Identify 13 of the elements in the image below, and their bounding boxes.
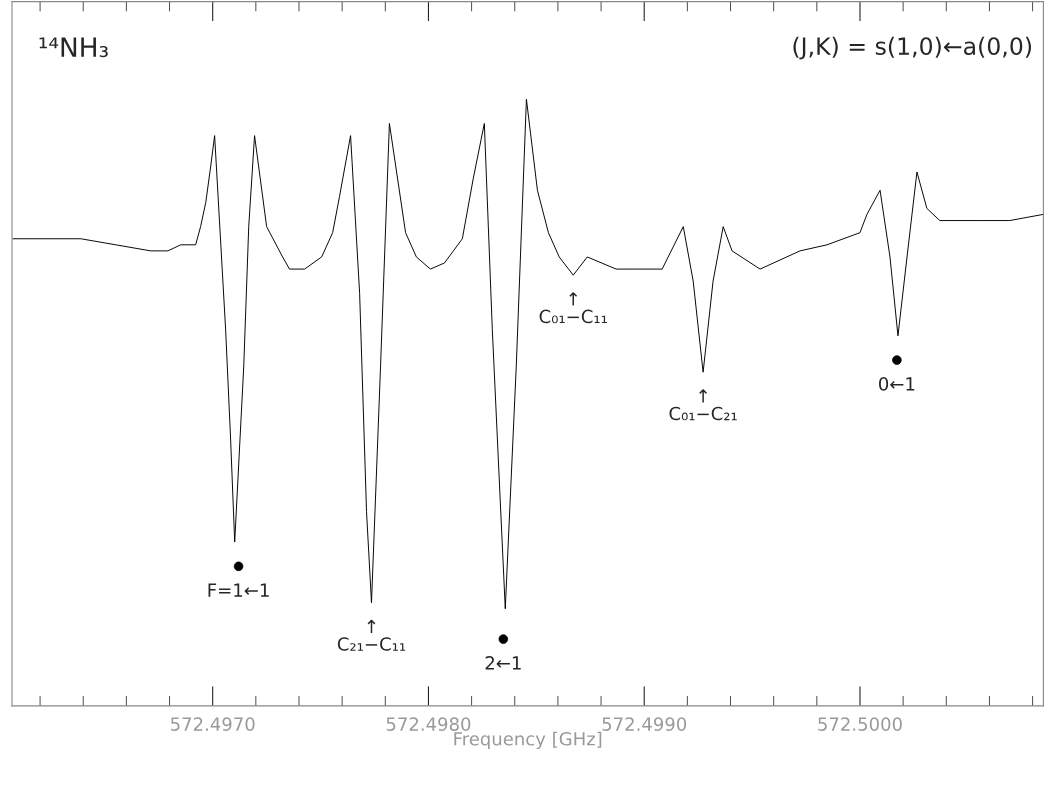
x-tick-label: 572.5000 (818, 717, 902, 731)
x-axis-title: Frequency [GHz] (454, 731, 602, 750)
x-tick-label: 572.4980 (386, 717, 471, 731)
x-tick-label: 572.4970 (171, 717, 255, 731)
annotation: 2←1 (485, 656, 521, 670)
annotation: ↑ C₂₁−C₁₁ (337, 619, 406, 651)
annotation: F=1←1 (208, 583, 269, 597)
annotation: ↑ C₀₁−C₁₁ (539, 292, 607, 324)
annotation: ↑ C₀₁−C₂₁ (669, 389, 737, 421)
text: ¹⁴NH₃ (39, 37, 108, 58)
text: (J,K) = s(1,0)←a(0,0) (793, 36, 1032, 60)
annotation: 0←1 (879, 377, 915, 391)
x-tick-label: 572.4990 (602, 717, 687, 731)
